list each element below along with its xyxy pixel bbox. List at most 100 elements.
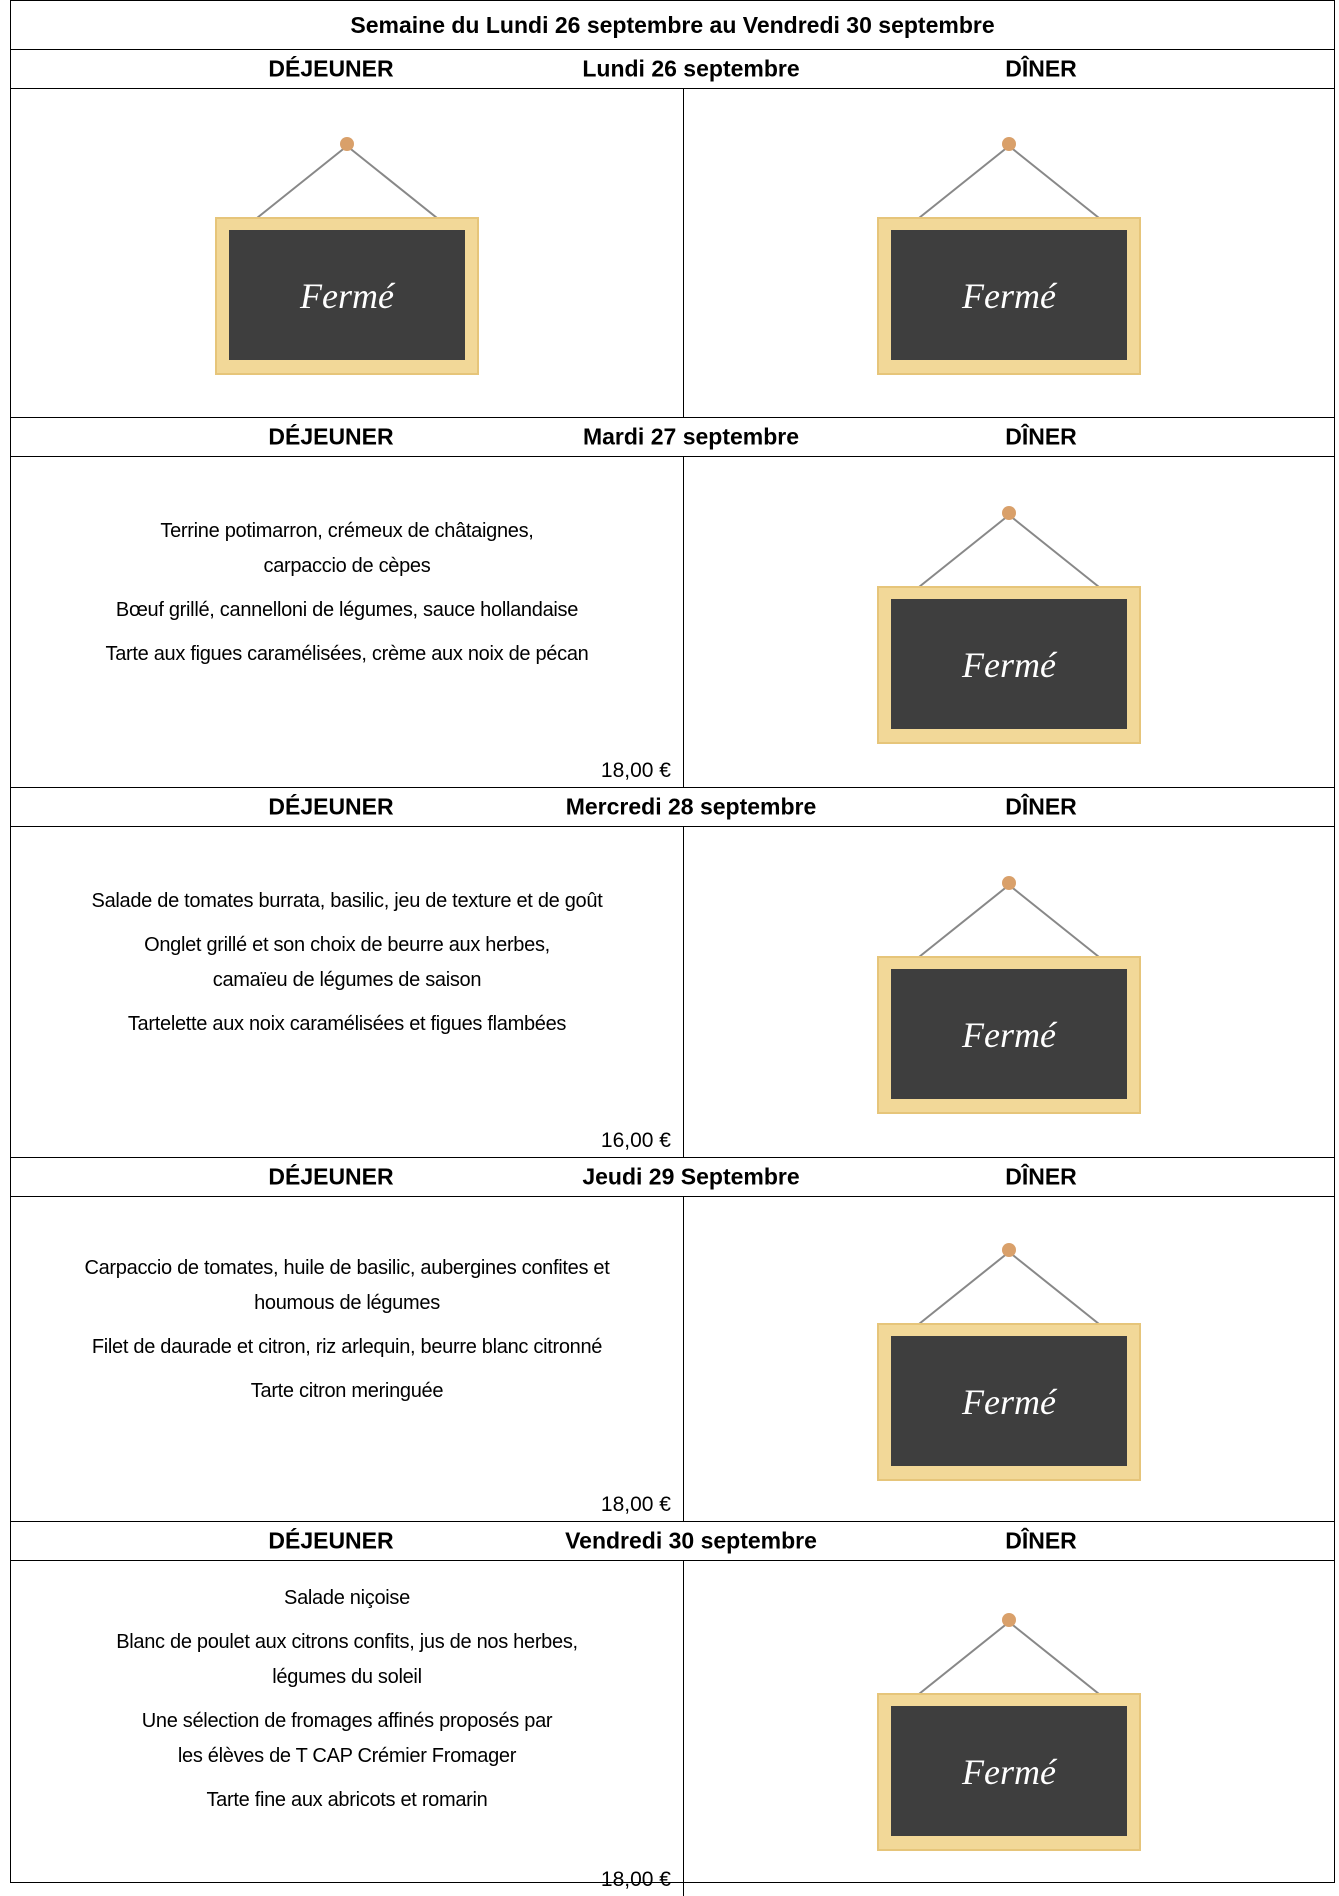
lunch-menu: Salade niçoise Blanc de poulet aux citron… [116,1581,578,1877]
menu-item: Salade de tomates burrata, basilic, jeu … [92,884,603,919]
menu-line: Carpaccio de tomates, huile de basilic, … [84,1256,610,1279]
menu-line: camaïeu de légumes de saison [212,968,482,991]
sign-text: Fermé [961,1015,1058,1055]
day-header: DÉJEUNER Mercredi 28 septembre DÎNER [11,788,1334,827]
dinner-label: DÎNER [1005,793,1077,820]
day-header: DÉJEUNER Mardi 27 septembre DÎNER [11,418,1334,457]
menu-line: Tarte citron meringuée [250,1379,444,1402]
sign-board [891,599,1127,729]
lunch-label: DÉJEUNER [268,793,394,820]
menu-item: Tarte fine aux abricots et romarin [116,1783,578,1818]
lunch-cell: Carpaccio de tomates, huile de basilic, … [11,1197,684,1521]
lunch-menu: Salade de tomates burrata, basilic, jeu … [92,884,603,1101]
menu-line: légumes du soleil [272,1665,422,1688]
menu-price: 18,00 € [600,1493,671,1516]
menu-item: Blanc de poulet aux citrons confits, jus… [116,1625,578,1695]
day-content: Salade de tomates burrata, basilic, jeu … [11,827,1334,1158]
sign-nail [1002,1612,1016,1627]
menu-line: Une sélection de fromages affinés propos… [141,1709,553,1732]
day-date: Jeudi 29 Septembre [582,1163,800,1190]
menu-line: Salade de tomates burrata, basilic, jeu … [91,889,603,912]
menu-price: 18,00 € [600,759,671,782]
sign-text: Fermé [961,1382,1058,1422]
menu-item: Tarte citron meringuée [84,1374,609,1409]
dinner-cell: Fermé [684,457,1334,787]
menu-line: Onglet grillé et son choix de beurre aux… [144,933,550,956]
lunch-label: DÉJEUNER [268,1527,394,1554]
menu-line: houmous de légumes [254,1291,440,1314]
menu-item: Salade niçoise [116,1581,578,1616]
dinner-cell: Fermé [684,827,1334,1157]
menu-sheet: Semaine du Lundi 26 septembre au Vendred… [10,0,1335,1896]
sign-board [891,969,1127,1099]
closed-sign: Fermé [877,137,1141,375]
menu-line: Bœuf grillé, cannelloni de légumes, sauc… [115,598,579,621]
day-date: Mardi 27 septembre [582,423,800,450]
closed-sign: Fermé [877,1243,1141,1481]
day-content: Salade niçoise Blanc de poulet aux citron… [11,1561,1334,1896]
day-content: Fermé Fermé [11,89,1334,418]
menu-line: Salade niçoise [284,1586,410,1609]
lunch-cell: Fermé [11,89,684,417]
sign-nail [1002,137,1016,151]
sign-nail [1002,506,1016,520]
dinner-cell: Fermé [684,1197,1334,1521]
dinner-label: DÎNER [1005,55,1077,82]
lunch-cell: Terrine potimarron, crémeux de châtaigne… [11,457,684,787]
dinner-label: DÎNER [1005,1163,1077,1190]
day-date: Lundi 26 septembre [582,55,800,82]
menu-line: Blanc de poulet aux citrons confits, jus… [116,1630,578,1653]
sign-text: Fermé [299,276,396,316]
day-header: DÉJEUNER Lundi 26 septembre DÎNER [11,50,1334,89]
menu-line: Filet de daurade et citron, riz arlequin… [91,1335,603,1358]
sign-text: Fermé [961,645,1058,685]
lunch-menu: Terrine potimarron, crémeux de châtaigne… [106,514,589,731]
lunch-cell: Salade niçoise Blanc de poulet aux citron… [11,1561,684,1896]
menu-line: carpaccio de cèpes [263,554,431,577]
day-content: Terrine potimarron, crémeux de châtaigne… [11,457,1334,788]
sign-text: Fermé [961,1752,1058,1792]
dinner-label: DÎNER [1005,1527,1077,1554]
closed-sign: Fermé [877,506,1141,744]
week-title: Semaine du Lundi 26 septembre au Vendred… [11,1,1334,50]
menu-line: Terrine potimarron, crémeux de châtaigne… [160,519,534,542]
menu-line: Tarte aux figues caramélisées, crème aux… [105,642,589,665]
closed-sign: Fermé [877,1612,1141,1851]
sign-board [891,1336,1127,1466]
menu-price: 18,00 € [600,1868,671,1891]
dinner-cell: Fermé [684,1561,1334,1896]
lunch-label: DÉJEUNER [268,1163,394,1190]
dinner-label: DÎNER [1005,423,1077,450]
menu-line: Tartelette aux noix caramélisées et figu… [127,1012,567,1035]
menu-item: Terrine potimarron, crémeux de châtaigne… [106,514,589,584]
menu-item: Tarte aux figues caramélisées, crème aux… [106,637,589,672]
menu-item: Onglet grillé et son choix de beurre aux… [92,928,603,998]
closed-sign: Fermé [215,137,479,375]
menu-item: Bœuf grillé, cannelloni de légumes, sauc… [106,593,589,628]
menu-item: Filet de daurade et citron, riz arlequin… [84,1330,609,1365]
sign-text: Fermé [961,276,1058,316]
dinner-cell: Fermé [684,89,1334,417]
day-date: Vendredi 30 septembre [565,1527,817,1554]
sign-board [891,230,1127,360]
sign-nail [340,137,354,151]
menu-line: les élèves de T CAP Crémier Fromager [177,1744,517,1767]
closed-sign: Fermé [877,876,1141,1114]
sign-board [891,1705,1127,1836]
lunch-label: DÉJEUNER [268,423,394,450]
lunch-label: DÉJEUNER [268,55,394,82]
sign-board [229,230,465,360]
sign-nail [1002,1243,1016,1257]
menu-item: Une sélection de fromages affinés propos… [116,1704,578,1774]
menu-price: 16,00 € [600,1129,671,1152]
day-content: Carpaccio de tomates, huile de basilic, … [11,1197,1334,1522]
lunch-cell: Salade de tomates burrata, basilic, jeu … [11,827,684,1157]
day-date: Mercredi 28 septembre [565,793,817,820]
menu-item: Tartelette aux noix caramélisées et figu… [92,1007,603,1042]
day-header: DÉJEUNER Vendredi 30 septembre DÎNER [11,1522,1334,1561]
sign-nail [1002,876,1016,890]
lunch-menu: Carpaccio de tomates, huile de basilic, … [84,1251,609,1468]
day-header: DÉJEUNER Jeudi 29 Septembre DÎNER [11,1158,1334,1197]
